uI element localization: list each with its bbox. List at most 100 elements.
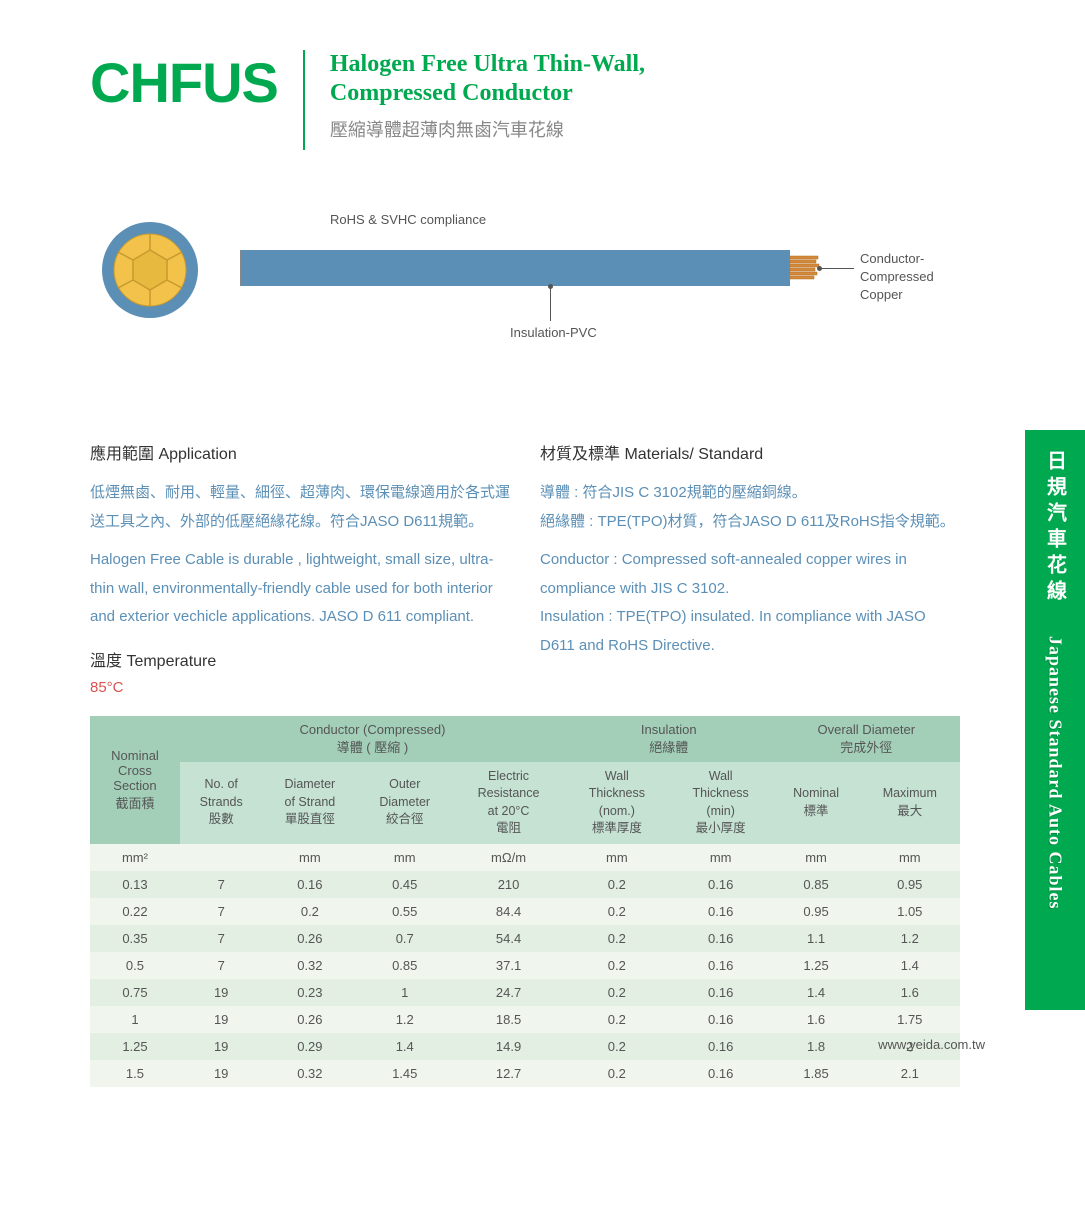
- data-cell: 18.5: [452, 1006, 565, 1033]
- data-cell: 0.2: [565, 952, 669, 979]
- unit-cell: mm: [565, 844, 669, 871]
- data-cell: 1.4: [357, 1033, 452, 1060]
- data-cell: 0.22: [90, 898, 180, 925]
- data-cell: 0.2: [565, 979, 669, 1006]
- th-cross-section: Nominal Cross Section 截面積: [90, 716, 180, 844]
- data-cell: 7: [180, 952, 263, 979]
- data-cell: 0.16: [262, 871, 357, 898]
- product-title-en: Halogen Free Ultra Thin-Wall, Compressed…: [330, 50, 645, 108]
- side-tab-cn: 日規汽車花線: [1041, 450, 1070, 606]
- th-max: Maximum 最大: [860, 762, 960, 844]
- th-wallnom: Wall Thickness (nom.) 標準厚度: [565, 762, 669, 844]
- application-title: 應用範圍 Application: [90, 440, 510, 464]
- conductor-label-line1: Conductor-Compressed: [860, 251, 934, 284]
- data-cell: 1.2: [860, 925, 960, 952]
- leader-line: [819, 268, 854, 269]
- data-cell: 0.32: [262, 1060, 357, 1087]
- data-cell: 0.23: [262, 979, 357, 1006]
- conductor-label: Conductor-Compressed Copper: [860, 250, 990, 305]
- data-cell: 0.2: [565, 898, 669, 925]
- unit-cell: mm²: [90, 844, 180, 871]
- data-cell: 2.1: [860, 1060, 960, 1087]
- insulation-label: Insulation-PVC: [510, 325, 597, 340]
- cable-jacket: [240, 250, 790, 286]
- data-cell: 1.5: [90, 1060, 180, 1087]
- data-cell: 0.16: [669, 1060, 773, 1087]
- data-cell: 0.5: [90, 952, 180, 979]
- data-cell: 0.16: [669, 871, 773, 898]
- unit-cell: mm: [773, 844, 860, 871]
- page-header: CHFUS Halogen Free Ultra Thin-Wall, Comp…: [90, 50, 1085, 150]
- data-cell: 0.16: [669, 898, 773, 925]
- th-nom: Nominal 標準: [773, 762, 860, 844]
- data-cell: 0.16: [669, 952, 773, 979]
- data-cell: 37.1: [452, 952, 565, 979]
- data-cell: 1.25: [90, 1033, 180, 1060]
- unit-cell: mm: [860, 844, 960, 871]
- cable-diagram: RoHS & SVHC compliance Insulation-PVC Co…: [90, 200, 990, 380]
- data-cell: 0.2: [565, 1006, 669, 1033]
- unit-cell: [180, 844, 263, 871]
- data-cell: 0.13: [90, 871, 180, 898]
- data-cell: 0.2: [565, 1033, 669, 1060]
- data-cell: 0.16: [669, 979, 773, 1006]
- side-tab-en: Japanese Standard Auto Cables: [1045, 636, 1066, 910]
- data-cell: 1.6: [773, 1006, 860, 1033]
- data-cell: 0.85: [357, 952, 452, 979]
- data-cell: 0.26: [262, 1006, 357, 1033]
- data-cell: 0.2: [565, 871, 669, 898]
- header-divider: [303, 50, 305, 150]
- th-group-insulation: Insulation 絕緣體: [565, 716, 773, 762]
- data-cell: 1.75: [860, 1006, 960, 1033]
- unit-cell: mm: [669, 844, 773, 871]
- data-cell: 0.2: [565, 1060, 669, 1087]
- side-tab: 日規汽車花線 Japanese Standard Auto Cables: [1025, 430, 1085, 1010]
- data-cell: 0.95: [860, 871, 960, 898]
- data-cell: 0.55: [357, 898, 452, 925]
- th-strands: No. of Strands 股數: [180, 762, 263, 844]
- data-cell: 1.25: [773, 952, 860, 979]
- data-cell: 0.16: [669, 1006, 773, 1033]
- data-cell: 0.16: [669, 1033, 773, 1060]
- data-cell: 0.2: [262, 898, 357, 925]
- conductor-tip-icon: [790, 253, 820, 283]
- data-cell: 19: [180, 1006, 263, 1033]
- data-cell: 19: [180, 1033, 263, 1060]
- data-cell: 84.4: [452, 898, 565, 925]
- unit-cell: mm: [262, 844, 357, 871]
- product-code: CHFUS: [90, 50, 278, 115]
- th-group-overall: Overall Diameter 完成外徑: [773, 716, 960, 762]
- spec-table: Nominal Cross Section 截面積 Conductor (Com…: [90, 716, 960, 1087]
- conductor-label-line2: Copper: [860, 287, 903, 302]
- th-group-conductor: Conductor (Compressed) 導體 ( 壓縮 ): [180, 716, 565, 762]
- data-cell: 24.7: [452, 979, 565, 1006]
- compliance-label: RoHS & SVHC compliance: [330, 212, 486, 227]
- leader-line: [550, 286, 551, 321]
- temperature-value: 85°C: [90, 679, 510, 696]
- data-cell: 7: [180, 925, 263, 952]
- data-cell: 0.85: [773, 871, 860, 898]
- data-cell: 19: [180, 979, 263, 1006]
- data-cell: 7: [180, 871, 263, 898]
- data-cell: 1.6: [860, 979, 960, 1006]
- data-cell: 0.2: [565, 925, 669, 952]
- data-cell: 1: [357, 979, 452, 1006]
- materials-body-en: Conductor : Compressed soft-annealed cop…: [540, 546, 960, 660]
- data-cell: 54.4: [452, 925, 565, 952]
- data-cell: 0.7: [357, 925, 452, 952]
- footer-url: www.yeida.com.tw: [878, 1037, 985, 1052]
- materials-body-cn: 導體 : 符合JIS C 3102規範的壓縮銅線。 絕緣體 : TPE(TPO)…: [540, 479, 960, 536]
- product-title-cn: 壓縮導體超薄肉無鹵汽車花線: [330, 116, 645, 142]
- data-cell: 1.4: [860, 952, 960, 979]
- data-cell: 1: [90, 1006, 180, 1033]
- application-body-en: Halogen Free Cable is durable , lightwei…: [90, 546, 510, 632]
- data-cell: 1.45: [357, 1060, 452, 1087]
- data-cell: 1.8: [773, 1033, 860, 1060]
- data-cell: 1.4: [773, 979, 860, 1006]
- data-cell: 1.85: [773, 1060, 860, 1087]
- temperature-title: 溫度 Temperature: [90, 647, 510, 671]
- th-resist: Electric Resistance at 20°C 電阻: [452, 762, 565, 844]
- data-cell: 7: [180, 898, 263, 925]
- materials-title: 材質及標準 Materials/ Standard: [540, 440, 960, 464]
- data-cell: 1.1: [773, 925, 860, 952]
